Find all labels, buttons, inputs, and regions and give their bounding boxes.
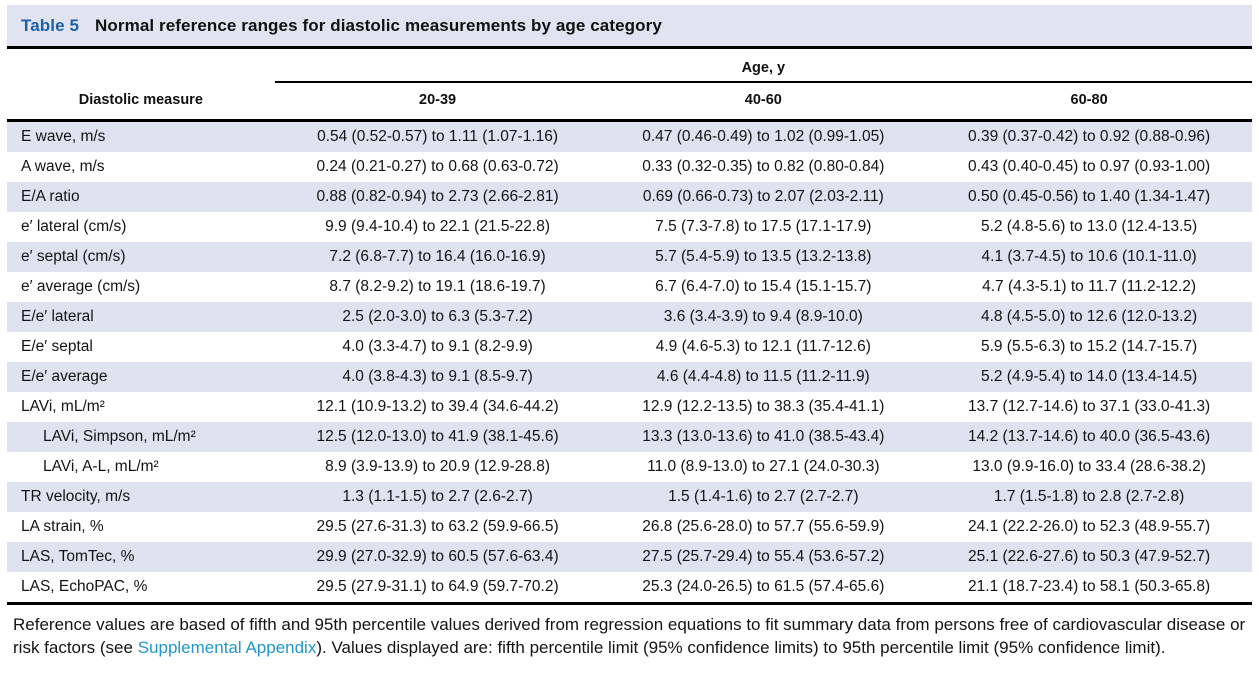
footnote-text-before: Reference values are based of fifth and … [13, 615, 1246, 657]
value-cell: 0.24 (0.21-0.27) to 0.68 (0.63-0.72) [316, 158, 559, 175]
footnote-text-after: ). Values displayed are: fifth percentil… [316, 638, 1166, 657]
value-cell: 25.3 (24.0-26.5) to 61.5 (57.4-65.6) [642, 578, 885, 595]
value-cell: 5.9 (5.5-6.3) to 15.2 (14.7-15.7) [980, 338, 1198, 355]
table-row: e′ lateral (cm/s) 9.9 (9.4-10.4) to 22.1… [7, 212, 1252, 242]
column-header-measure: Diastolic measure [7, 82, 275, 122]
measure-label: E/e′ average [21, 368, 108, 385]
value-cell: 29.5 (27.9-31.1) to 64.9 (59.7-70.2) [316, 578, 559, 595]
value-cell: 12.5 (12.0-13.0) to 41.9 (38.1-45.6) [316, 428, 559, 445]
measure-label: e′ lateral (cm/s) [21, 218, 127, 235]
header-spacer [7, 49, 275, 82]
age-group-header: Age, y [274, 49, 1252, 83]
value-cell: 1.3 (1.1-1.5) to 2.7 (2.6-2.7) [342, 488, 533, 505]
measure-label: LAS, EchoPAC, % [21, 578, 148, 595]
column-header-age-60-80: 60-80 [926, 82, 1252, 122]
value-cell: 1.5 (1.4-1.6) to 2.7 (2.7-2.7) [668, 488, 859, 505]
value-cell: 0.33 (0.32-0.35) to 0.82 (0.80-0.84) [642, 158, 885, 175]
table-row: E/e′ lateral 2.5 (2.0-3.0) to 6.3 (5.3-7… [7, 302, 1252, 332]
value-cell: 29.5 (27.6-31.3) to 63.2 (59.9-66.5) [316, 518, 559, 535]
value-cell: 13.7 (12.7-14.6) to 37.1 (33.0-41.3) [968, 398, 1211, 415]
column-header-age-40-60: 40-60 [600, 82, 927, 122]
value-cell: 13.3 (13.0-13.6) to 41.0 (38.5-43.4) [642, 428, 885, 445]
measure-label: LA strain, % [21, 518, 104, 535]
value-cell: 4.0 (3.3-4.7) to 9.1 (8.2-9.9) [342, 338, 533, 355]
age-group-header-row: Age, y [7, 49, 1252, 83]
value-cell: 0.88 (0.82-0.94) to 2.73 (2.66-2.81) [316, 188, 559, 205]
table-number: Table 5 [21, 16, 80, 35]
reference-ranges-table: Age, y Diastolic measure 20-39 40-60 60-… [7, 49, 1252, 605]
column-header-age-20-39: 20-39 [274, 82, 601, 122]
measure-label: TR velocity, m/s [21, 488, 131, 505]
measure-label: e′ septal (cm/s) [21, 248, 126, 265]
measure-label: E/A ratio [21, 188, 80, 205]
table-footnote: Reference values are based of fifth and … [13, 613, 1246, 659]
value-cell: 12.9 (12.2-13.5) to 38.3 (35.4-41.1) [642, 398, 885, 415]
value-cell: 4.9 (4.6-5.3) to 12.1 (11.7-12.6) [655, 338, 871, 355]
table-figure: Table 5 Normal reference ranges for diast… [7, 5, 1252, 659]
measure-label: LAVi, A-L, mL/m² [43, 458, 159, 475]
value-cell: 8.7 (8.2-9.2) to 19.1 (18.6-19.7) [329, 278, 546, 295]
value-cell: 2.5 (2.0-3.0) to 6.3 (5.3-7.2) [342, 308, 533, 325]
value-cell: 5.2 (4.9-5.4) to 14.0 (13.4-14.5) [980, 368, 1198, 385]
measure-label: E/e′ septal [21, 338, 93, 355]
measure-label: A wave, m/s [21, 158, 105, 175]
value-cell: 3.6 (3.4-3.9) to 9.4 (8.9-10.0) [663, 308, 863, 325]
value-cell: 9.9 (9.4-10.4) to 22.1 (21.5-22.8) [325, 218, 550, 235]
value-cell: 8.9 (3.9-13.9) to 20.9 (12.9-28.8) [325, 458, 550, 475]
value-cell: 4.1 (3.7-4.5) to 10.6 (10.1-11.0) [981, 248, 1197, 265]
value-cell: 4.7 (4.3-5.1) to 11.7 (11.2-12.2) [982, 278, 1197, 295]
table-row: e′ average (cm/s) 8.7 (8.2-9.2) to 19.1 … [7, 272, 1252, 302]
value-cell: 0.47 (0.46-0.49) to 1.02 (0.99-1.05) [642, 128, 885, 145]
table-row: LAVi, mL/m² 12.1 (10.9-13.2) to 39.4 (34… [7, 392, 1252, 422]
table-row: LAS, EchoPAC, % 29.5 (27.9-31.1) to 64.9… [7, 572, 1252, 604]
value-cell: 4.0 (3.8-4.3) to 9.1 (8.5-9.7) [342, 368, 533, 385]
value-cell: 14.2 (13.7-14.6) to 40.0 (36.5-43.6) [968, 428, 1211, 445]
table-row: LAS, TomTec, % 29.9 (27.0-32.9) to 60.5 … [7, 542, 1252, 572]
value-cell: 25.1 (22.6-27.6) to 50.3 (47.9-52.7) [968, 548, 1211, 565]
measure-label: LAVi, Simpson, mL/m² [43, 428, 196, 445]
table-row: e′ septal (cm/s) 7.2 (6.8-7.7) to 16.4 (… [7, 242, 1252, 272]
table-row: LAVi, A-L, mL/m² 8.9 (3.9-13.9) to 20.9 … [7, 452, 1252, 482]
value-cell: 12.1 (10.9-13.2) to 39.4 (34.6-44.2) [316, 398, 559, 415]
value-cell: 4.8 (4.5-5.0) to 12.6 (12.0-13.2) [980, 308, 1198, 325]
table-row: TR velocity, m/s 1.3 (1.1-1.5) to 2.7 (2… [7, 482, 1252, 512]
measure-label: LAS, TomTec, % [21, 548, 135, 565]
value-cell: 4.6 (4.4-4.8) to 11.5 (11.2-11.9) [656, 368, 870, 385]
value-cell: 21.1 (18.7-23.4) to 58.1 (50.3-65.8) [968, 578, 1211, 595]
measure-label: E/e′ lateral [21, 308, 94, 325]
table-title: Normal reference ranges for diastolic me… [95, 16, 662, 35]
table-row: E/e′ average 4.0 (3.8-4.3) to 9.1 (8.5-9… [7, 362, 1252, 392]
value-cell: 7.5 (7.3-7.8) to 17.5 (17.1-17.9) [655, 218, 872, 235]
value-cell: 29.9 (27.0-32.9) to 60.5 (57.6-63.4) [316, 548, 559, 565]
value-cell: 27.5 (25.7-29.4) to 55.4 (53.6-57.2) [642, 548, 885, 565]
measure-label: E wave, m/s [21, 128, 106, 145]
value-cell: 7.2 (6.8-7.7) to 16.4 (16.0-16.9) [329, 248, 546, 265]
value-cell: 0.43 (0.40-0.45) to 0.97 (0.93-1.00) [968, 158, 1211, 175]
table-row: E/A ratio 0.88 (0.82-0.94) to 2.73 (2.66… [7, 182, 1252, 212]
value-cell: 1.7 (1.5-1.8) to 2.8 (2.7-2.8) [993, 488, 1185, 505]
value-cell: 0.50 (0.45-0.56) to 1.40 (1.34-1.47) [968, 188, 1211, 205]
table-title-bar: Table 5 Normal reference ranges for diast… [7, 5, 1252, 49]
measure-label: LAVi, mL/m² [21, 398, 105, 415]
value-cell: 0.69 (0.66-0.73) to 2.07 (2.03-2.11) [642, 188, 884, 205]
value-cell: 26.8 (25.6-28.0) to 57.7 (55.6-59.9) [642, 518, 885, 535]
value-cell: 13.0 (9.9-16.0) to 33.4 (28.6-38.2) [972, 458, 1206, 475]
table-row: A wave, m/s 0.24 (0.21-0.27) to 0.68 (0.… [7, 152, 1252, 182]
table-row: LA strain, % 29.5 (27.6-31.3) to 63.2 (5… [7, 512, 1252, 542]
value-cell: 11.0 (8.9-13.0) to 27.1 (24.0-30.3) [647, 458, 880, 475]
table-row: LAVi, Simpson, mL/m² 12.5 (12.0-13.0) to… [7, 422, 1252, 452]
measure-label: e′ average (cm/s) [21, 278, 141, 295]
value-cell: 0.54 (0.52-0.57) to 1.11 (1.07-1.16) [317, 128, 559, 145]
table-row: E wave, m/s 0.54 (0.52-0.57) to 1.11 (1.… [7, 120, 1252, 152]
value-cell: 6.7 (6.4-7.0) to 15.4 (15.1-15.7) [655, 278, 872, 295]
supplemental-appendix-link[interactable]: Supplemental Appendix [137, 638, 317, 657]
column-header-row: Diastolic measure 20-39 40-60 60-80 [7, 82, 1252, 122]
value-cell: 24.1 (22.2-26.0) to 52.3 (48.9-55.7) [968, 518, 1211, 535]
value-cell: 0.39 (0.37-0.42) to 0.92 (0.88-0.96) [968, 128, 1211, 145]
value-cell: 5.7 (5.4-5.9) to 13.5 (13.2-13.8) [655, 248, 872, 265]
table-row: E/e′ septal 4.0 (3.3-4.7) to 9.1 (8.2-9.… [7, 332, 1252, 362]
value-cell: 5.2 (4.8-5.6) to 13.0 (12.4-13.5) [980, 218, 1198, 235]
